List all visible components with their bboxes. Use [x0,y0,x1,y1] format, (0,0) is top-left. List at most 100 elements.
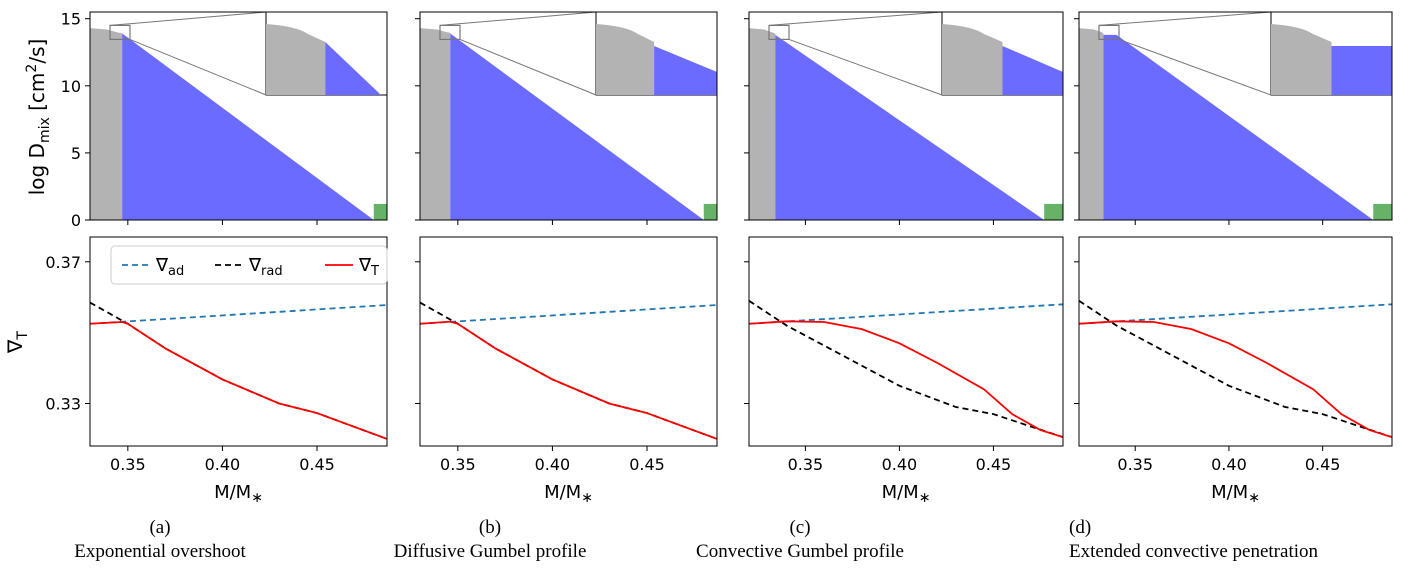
x-tick-label: 0.35 [788,455,824,474]
x-tick-label: 0.40 [882,455,918,474]
x-tick-label: 0.40 [1211,455,1247,474]
zoom-connector [129,38,267,96]
inset-overshoot-region [654,46,717,95]
top-y-tick-label: 10 [61,77,81,96]
grad-ad-line [420,304,717,325]
bottom-axes-frame [419,236,718,447]
bottom-y-axis-label: ∇T [3,331,31,354]
grad-rad-line [90,301,387,440]
x-tick-label: 0.40 [205,455,241,474]
top-axes-frame [748,11,1064,221]
inset-core-region [596,24,655,95]
zoom-connector [768,12,943,26]
x-tick-label: 0.35 [1117,455,1153,474]
caption-label: (d) [1069,517,1092,538]
x-tick-label: 0.45 [299,455,335,474]
zoom-connector [109,12,267,26]
bottom-axes-frame [89,236,388,447]
bottom-plot-area-c [749,300,1063,439]
top-axes-frame [419,11,718,221]
x-tick-label: 0.45 [629,455,665,474]
figure: 0 5 10 15 0.33 0.37 0.35 0.40 0.45 M/M∗ 0.35 0.40 0.… [3,10,1393,506]
overshoot-region [122,33,374,220]
x-tick-label: 0.35 [110,455,146,474]
caption-label: (c) [789,517,811,538]
zoom-connector [439,12,597,26]
grad-ad-line [1079,303,1392,325]
envelope-region [373,203,387,220]
x-axis-label: M/M∗ [882,482,931,506]
caption-c: (c) Convective Gumbel profile [640,516,960,564]
bottom-plot-area-d [1079,300,1392,439]
legend-label-rad: ∇rad [248,255,283,279]
grad-T-line [749,320,1063,439]
grad-rad-line [420,301,717,440]
grad-rad-line [749,300,1063,438]
caption-a: (a) Exponential overshoot [0,516,320,564]
grad-rad-line [1079,300,1392,438]
legend-box [110,245,388,285]
caption-title: Diffusive Gumbel profile [393,541,587,562]
x-axis-label: M/M∗ [544,482,593,506]
convective-core-region [749,28,776,220]
bottom-y-tick-label: 0.33 [45,394,81,413]
overshoot-region [1103,34,1374,220]
top-y-tick-label: 5 [71,144,81,163]
convective-core-region [1079,28,1104,220]
zoom-connector [1118,38,1272,96]
top-plot-area-a [90,12,387,220]
inset-overshoot-region [1002,46,1063,95]
caption-b: (b) Diffusive Gumbel profile [330,516,650,564]
top-plot-area-d [1079,12,1392,220]
top-axes-frame [89,11,388,221]
inset-core-region [266,24,326,95]
top-y-axis-label: log Dmix [cm2/s] [24,39,53,196]
zoom-box [1098,24,1120,41]
inset-core-region [1271,24,1332,95]
bottom-axes-frame [1078,236,1393,447]
grad-T-line [420,320,717,440]
top-y-tick-label: 0 [71,211,81,230]
grad-T-line [90,321,387,440]
zoom-connector [459,38,597,96]
zoom-box [439,24,461,41]
grad-ad-line [90,304,387,325]
x-tick-label: 0.45 [976,455,1012,474]
x-axis-label: M/M∗ [1211,482,1260,506]
x-axis-label: M/M∗ [214,482,263,506]
convective-core-region [90,28,123,220]
legend-label-ad: ∇ad [155,255,184,279]
top-y-tick-label: 15 [61,10,81,29]
inset-core-region [942,24,1003,95]
overshoot-region [775,34,1045,220]
grad-T-line [1079,320,1392,439]
bottom-axes-frame [748,236,1064,447]
grad-ad-line [749,303,1063,325]
envelope-region [1373,203,1392,220]
top-plot-area-b [420,12,717,220]
zoom-connector [1098,12,1272,26]
envelope-region [1044,203,1063,220]
x-tick-label: 0.45 [1305,455,1341,474]
caption-d: (d) Extended convective penetration [1069,516,1389,564]
zoom-connector [788,38,943,96]
x-tick-label: 0.40 [535,455,571,474]
bottom-plot-area-a [90,301,387,440]
envelope-region [703,203,717,220]
caption-title: Exponential overshoot [74,541,246,562]
legend: ∇ad ∇rad ∇T [110,245,388,285]
caption-title: Convective Gumbel profile [696,541,904,562]
inset-overshoot-region [1331,46,1392,95]
caption-title: Extended convective penetration [1069,541,1319,562]
x-tick-label: 0.35 [440,455,476,474]
bottom-y-tick-label: 0.37 [45,253,81,272]
bottom-plot-area-b [420,301,717,440]
caption-label: (b) [478,517,502,538]
caption-label: (a) [149,517,171,538]
inset-overshoot-region [325,42,381,95]
zoom-box [768,24,790,41]
overshoot-region [450,33,704,220]
top-axes-frame [1078,11,1393,221]
top-plot-area-c [749,12,1063,220]
convective-core-region [420,28,451,220]
